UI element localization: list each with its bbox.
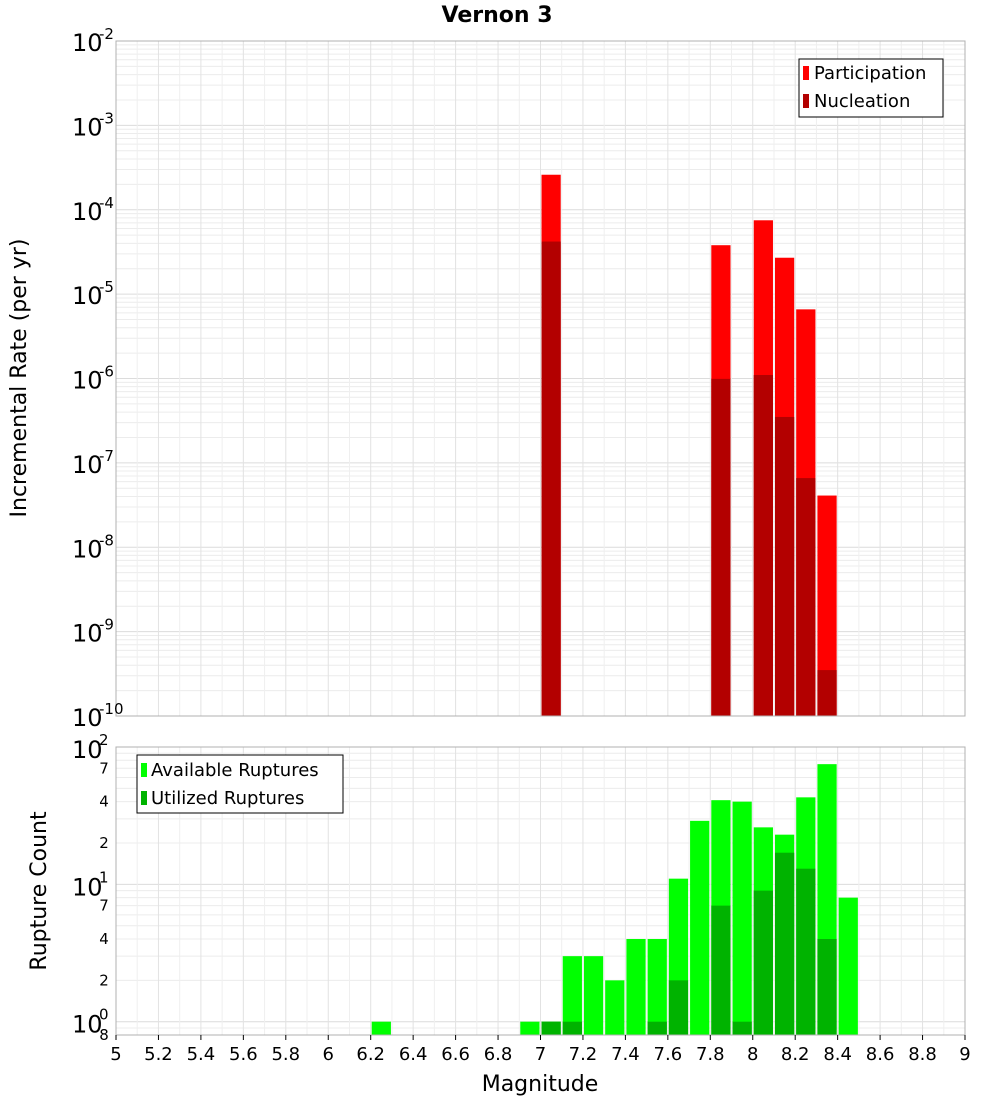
utilized-rupture-bar xyxy=(817,939,837,1035)
x-tick-label: 5.8 xyxy=(271,1044,300,1065)
x-tick-label: 7.8 xyxy=(696,1044,725,1065)
bottom-y-minor-label: 7 xyxy=(99,759,109,777)
utilized-rupture-bar xyxy=(541,1021,561,1035)
x-tick-label: 5.2 xyxy=(144,1044,173,1065)
bottom-legend-swatch xyxy=(141,763,147,777)
utilized-rupture-bar xyxy=(732,1021,752,1035)
available-rupture-bar xyxy=(647,939,667,1035)
top-y-tick-exponent: -7 xyxy=(99,447,114,465)
x-tick-label: 7.6 xyxy=(654,1044,683,1065)
top-legend: Participation Nucleation xyxy=(798,58,944,118)
top-legend-label: Nucleation xyxy=(814,91,910,112)
top-legend-swatch xyxy=(803,66,809,80)
top-y-tick-label: 10 xyxy=(72,113,103,141)
top-legend-box xyxy=(798,58,944,118)
x-tick-label: 6.2 xyxy=(356,1044,385,1065)
available-rupture-bar xyxy=(371,1021,391,1035)
bottom-legend-label: Available Ruptures xyxy=(151,760,319,781)
x-tick-label: 8.8 xyxy=(908,1044,937,1065)
top-y-tick-exponent: -10 xyxy=(99,700,124,718)
nucleation-bar xyxy=(774,416,795,716)
bottom-y-tick-exponent: 0 xyxy=(99,1006,109,1024)
x-tick-label: 5.6 xyxy=(229,1044,258,1065)
available-rupture-bar xyxy=(690,820,710,1035)
nucleation-bar xyxy=(753,375,773,716)
utilized-rupture-bar xyxy=(711,905,731,1035)
available-rupture-bar xyxy=(626,939,646,1035)
x-tick-label: 8 xyxy=(747,1044,758,1065)
top-y-tick-label: 10 xyxy=(72,535,103,563)
available-rupture-bar xyxy=(838,897,858,1035)
x-tick-label: 6.4 xyxy=(399,1044,428,1065)
bottom-y-tick-label: 10 xyxy=(72,736,103,764)
x-tick-label: 8.4 xyxy=(823,1044,852,1065)
top-plot-border xyxy=(115,40,966,717)
utilized-rupture-bar xyxy=(562,1021,582,1035)
bottom-y-tick-label: 10 xyxy=(72,873,103,901)
bottom-legend-swatch xyxy=(141,791,147,805)
bottom-legend-label: Utilized Ruptures xyxy=(151,788,304,809)
top-y-tick-exponent: -4 xyxy=(99,194,114,212)
top-y-tick-exponent: -6 xyxy=(99,363,114,381)
available-rupture-bar xyxy=(562,956,582,1035)
utilized-rupture-bar xyxy=(796,868,816,1035)
x-tick-label: 6.8 xyxy=(484,1044,513,1065)
bottom-y-minor-label: 8 xyxy=(99,1026,109,1044)
x-tick-label: 8.2 xyxy=(781,1044,810,1065)
chart-title: Vernon 3 xyxy=(442,3,553,28)
top-y-tick-label: 10 xyxy=(72,451,103,479)
bottom-y-tick-label: 10 xyxy=(72,1011,103,1039)
available-rupture-bar xyxy=(520,1021,540,1035)
bottom-y-minor-label: 4 xyxy=(99,793,109,811)
top-y-tick-label: 10 xyxy=(72,29,103,57)
x-tick-label: 9 xyxy=(959,1044,970,1065)
available-rupture-bar xyxy=(732,801,752,1035)
nucleation-bar xyxy=(796,478,816,716)
x-tick-label: 7 xyxy=(535,1044,546,1065)
top-y-tick-exponent: -2 xyxy=(99,25,114,43)
utilized-rupture-bar xyxy=(668,980,689,1035)
bottom-y-axis-label: Rupture Count xyxy=(27,811,52,971)
nucleation-bar xyxy=(711,378,731,716)
top-legend-swatch xyxy=(803,94,809,108)
bottom-y-tick-exponent: 1 xyxy=(99,868,109,886)
bottom-y-tick-exponent: 2 xyxy=(99,731,109,749)
x-tick-label: 6 xyxy=(323,1044,334,1065)
utilized-rupture-bar xyxy=(774,852,795,1035)
bottom-legend: Available Ruptures Utilized Ruptures xyxy=(136,754,344,814)
x-tick-label: 5.4 xyxy=(187,1044,216,1065)
utilized-rupture-bar xyxy=(753,890,773,1035)
top-y-tick-exponent: -5 xyxy=(99,278,114,296)
top-y-tick-label: 10 xyxy=(72,198,103,226)
bottom-legend-box xyxy=(136,754,344,814)
bottom-y-minor-label: 4 xyxy=(99,930,109,948)
top-y-tick-exponent: -8 xyxy=(99,531,114,549)
bottom-y-minor-label: 2 xyxy=(99,834,109,852)
nucleation-bar xyxy=(541,241,561,717)
x-tick-label: 5 xyxy=(110,1044,121,1065)
top-y-tick-label: 10 xyxy=(72,704,103,732)
top-y-tick-label: 10 xyxy=(72,620,103,648)
top-y-tick-exponent: -9 xyxy=(99,616,114,634)
x-tick-label: 7.2 xyxy=(569,1044,598,1065)
top-y-tick-exponent: -3 xyxy=(99,109,114,127)
available-rupture-bar xyxy=(583,956,604,1035)
rate-panel: 10-1010-910-810-710-610-510-410-310-2Par… xyxy=(72,25,966,732)
participation-bar xyxy=(817,495,837,716)
utilized-rupture-bar xyxy=(647,1021,667,1035)
x-axis-label: Magnitude xyxy=(482,1072,599,1097)
bottom-y-minor-label: 7 xyxy=(99,897,109,915)
x-tick-label: 8.6 xyxy=(866,1044,895,1065)
nucleation-bar xyxy=(817,670,837,716)
top-y-tick-label: 10 xyxy=(72,282,103,310)
top-legend-label: Participation xyxy=(814,63,926,84)
top-y-axis-label: Incremental Rate (per yr) xyxy=(7,239,32,518)
top-y-tick-label: 10 xyxy=(72,367,103,395)
x-tick-label: 7.4 xyxy=(611,1044,640,1065)
available-rupture-bar xyxy=(605,980,625,1035)
x-tick-label: 6.6 xyxy=(441,1044,470,1065)
bottom-y-minor-label: 2 xyxy=(99,971,109,989)
